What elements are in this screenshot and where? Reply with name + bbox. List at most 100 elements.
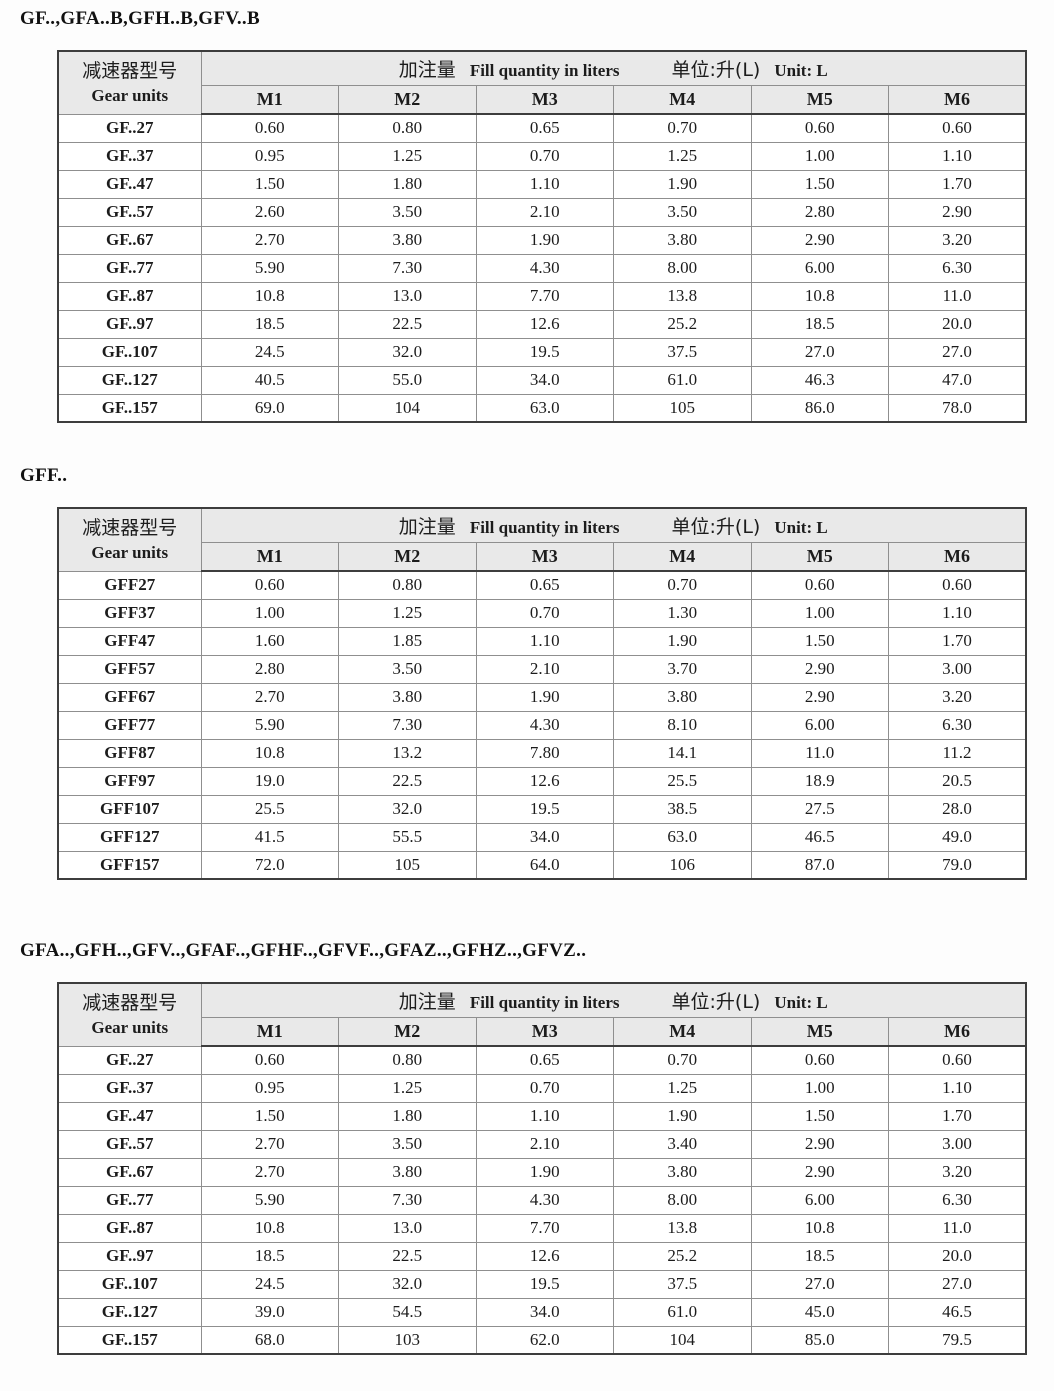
fill-value-cell: 1.25: [613, 141, 752, 171]
gear-model-cell: GFF77: [57, 710, 202, 740]
fill-value-cell: 1.30: [613, 598, 752, 628]
fill-value-cell: 1.80: [338, 169, 477, 199]
fill-value-cell: 0.65: [475, 570, 614, 600]
fill-value-cell: 8.10: [613, 710, 752, 740]
table-row: GFF67 2.70 3.80 1.90 3.80 2.90 3.20: [57, 682, 1027, 712]
fill-value-cell: 55.5: [338, 822, 477, 852]
fill-value-cell: 13.0: [338, 1213, 477, 1243]
fill-value-cell: 6.00: [750, 1185, 889, 1215]
gear-model-cell: GF..57: [57, 197, 202, 227]
fill-quantity-header: 加注量 Fill quantity in liters 单位:升(L) Unit: L: [200, 982, 1027, 1018]
table-header: 减速器型号 Gear units 加注量 Fill quantity in lit…: [57, 982, 1027, 1047]
fill-value-cell: 0.95: [200, 141, 339, 171]
gear-model-cell: GFF97: [57, 766, 202, 796]
table-row: GF..97 18.5 22.5 12.6 25.2 18.5 20.0: [57, 309, 1027, 339]
fill-value-cell: 27.0: [750, 337, 889, 367]
fill-value-cell: 1.90: [475, 1157, 614, 1187]
fill-value-cell: 32.0: [338, 1269, 477, 1299]
unit-label-en: Unit: L: [774, 517, 828, 537]
gear-model-cell: GF..77: [57, 253, 202, 283]
fill-value-cell: 45.0: [750, 1297, 889, 1327]
column-header-m1: M1: [200, 84, 339, 115]
fill-value-cell: 3.40: [613, 1129, 752, 1159]
gear-units-header: 减速器型号 Gear units: [57, 982, 202, 1047]
fill-value-cell: 1.50: [200, 1101, 339, 1131]
fill-value-cell: 25.2: [613, 1241, 752, 1271]
column-header-m5: M5: [750, 1016, 889, 1047]
fill-quantity-table-gfa-variants: 减速器型号 Gear units 加注量 Fill quantity in lit…: [57, 982, 1028, 1355]
fill-value-cell: 40.5: [200, 365, 339, 395]
table-header: 减速器型号 Gear units 加注量 Fill quantity in lit…: [57, 507, 1027, 572]
fill-value-cell: 38.5: [613, 794, 752, 824]
unit-label-zh: 单位:升(L): [671, 58, 761, 81]
gear-model-cell: GFF27: [57, 570, 202, 600]
fill-value-cell: 19.5: [475, 337, 614, 367]
fill-value-cell: 1.50: [200, 169, 339, 199]
fill-value-cell: 4.30: [475, 710, 614, 740]
fill-value-cell: 5.90: [200, 253, 339, 283]
table-row: GF..47 1.50 1.80 1.10 1.90 1.50 1.70: [57, 169, 1027, 199]
fill-value-cell: 1.50: [750, 1101, 889, 1131]
gear-units-label-en: Gear units: [91, 1018, 169, 1038]
fill-value-cell: 46.5: [888, 1297, 1027, 1327]
fill-value-cell: 18.5: [200, 1241, 339, 1271]
fill-value-cell: 8.00: [613, 253, 752, 283]
fill-value-cell: 2.80: [200, 654, 339, 684]
fill-value-cell: 105: [613, 393, 752, 423]
fill-value-cell: 19.5: [475, 1269, 614, 1299]
fill-value-cell: 10.8: [200, 738, 339, 768]
fill-value-cell: 2.70: [200, 1157, 339, 1187]
fill-value-cell: 25.5: [200, 794, 339, 824]
fill-value-cell: 27.0: [888, 337, 1027, 367]
gear-model-cell: GFF57: [57, 654, 202, 684]
fill-quantity-table-gff: 减速器型号 Gear units 加注量 Fill quantity in lit…: [57, 507, 1028, 880]
gear-model-cell: GF..67: [57, 225, 202, 255]
fill-value-cell: 7.30: [338, 1185, 477, 1215]
fill-quantity-label-zh: 加注量: [398, 58, 456, 81]
fill-value-cell: 68.0: [200, 1325, 339, 1355]
column-header-m6: M6: [888, 84, 1027, 115]
fill-quantity-label-en: Fill quantity in liters: [469, 992, 620, 1012]
fill-value-cell: 20.0: [888, 1241, 1027, 1271]
fill-value-cell: 2.90: [750, 654, 889, 684]
fill-value-cell: 0.70: [613, 113, 752, 143]
gear-units-label-zh: 减速器型号: [82, 59, 178, 82]
fill-value-cell: 32.0: [338, 794, 477, 824]
gear-model-cell: GF..127: [57, 365, 202, 395]
fill-value-cell: 1.90: [613, 626, 752, 656]
table-row: GF..97 18.5 22.5 12.6 25.2 18.5 20.0: [57, 1241, 1027, 1271]
fill-value-cell: 12.6: [475, 1241, 614, 1271]
fill-value-cell: 79.0: [888, 850, 1027, 880]
fill-value-cell: 7.70: [475, 281, 614, 311]
table-row: GF..87 10.8 13.0 7.70 13.8 10.8 11.0: [57, 1213, 1027, 1243]
fill-value-cell: 2.70: [200, 682, 339, 712]
fill-value-cell: 10.8: [200, 1213, 339, 1243]
fill-value-cell: 37.5: [613, 1269, 752, 1299]
fill-value-cell: 106: [613, 850, 752, 880]
header-row-top: 减速器型号 Gear units 加注量 Fill quantity in lit…: [57, 50, 1027, 115]
fill-value-cell: 1.10: [888, 1073, 1027, 1103]
fill-value-cell: 1.90: [475, 682, 614, 712]
fill-value-cell: 1.90: [613, 1101, 752, 1131]
fill-value-cell: 11.2: [888, 738, 1027, 768]
table-row: GFF107 25.5 32.0 19.5 38.5 27.5 28.0: [57, 794, 1027, 824]
fill-quantity-label-en: Fill quantity in liters: [469, 517, 620, 537]
gear-model-cell: GF..107: [57, 1269, 202, 1299]
fill-value-cell: 0.70: [613, 570, 752, 600]
table-row: GF..57 2.60 3.50 2.10 3.50 2.80 2.90: [57, 197, 1027, 227]
fill-value-cell: 3.50: [338, 654, 477, 684]
fill-value-cell: 61.0: [613, 365, 752, 395]
fill-value-cell: 3.80: [613, 225, 752, 255]
fill-value-cell: 2.90: [750, 225, 889, 255]
column-header-m5: M5: [750, 84, 889, 115]
fill-value-cell: 0.60: [200, 1045, 339, 1075]
fill-value-cell: 3.50: [338, 197, 477, 227]
section-title-gf: GF..,GFA..B,GFH..B,GFV..B: [20, 8, 260, 29]
fill-value-cell: 0.70: [613, 1045, 752, 1075]
fill-value-cell: 63.0: [613, 822, 752, 852]
table-row: GFF47 1.60 1.85 1.10 1.90 1.50 1.70: [57, 626, 1027, 656]
fill-value-cell: 1.90: [475, 225, 614, 255]
fill-value-cell: 0.70: [475, 141, 614, 171]
fill-value-cell: 2.10: [475, 1129, 614, 1159]
fill-value-cell: 105: [338, 850, 477, 880]
